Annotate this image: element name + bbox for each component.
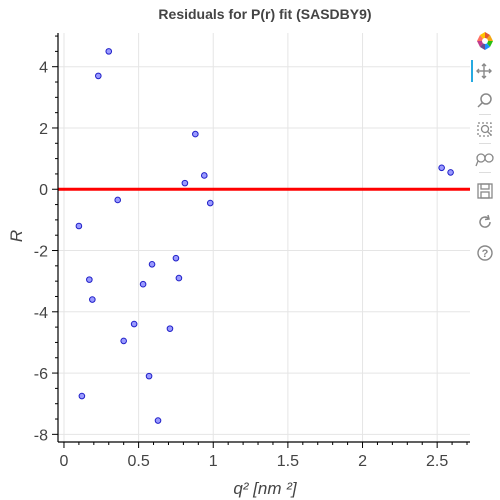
x-tick-label: 1.5: [277, 453, 299, 470]
grid-lines: [58, 33, 470, 442]
data-point: [114, 196, 122, 204]
tick-labels: 0 0.5 1 1.5 2 2.5 -8 -6 -4 -2 0 2 4: [34, 60, 449, 470]
y-axis-label: R: [7, 230, 26, 242]
data-point: [172, 254, 180, 262]
wheel-zoom-tool-icon[interactable]: [474, 148, 496, 170]
y-tick-label: -8: [34, 427, 48, 444]
y-tick-label: 0: [39, 182, 48, 199]
bokeh-logo-icon[interactable]: [474, 30, 496, 52]
data-point: [166, 325, 174, 332]
data-point: [95, 72, 102, 80]
x-tick-label: 2: [358, 453, 367, 470]
data-point: [447, 169, 454, 176]
x-tick-label: 0: [60, 453, 69, 470]
data-point: [130, 320, 138, 328]
svg-text:?: ?: [482, 248, 489, 260]
y-tick-label: -4: [34, 305, 48, 322]
data-point: [78, 392, 86, 400]
data-point: [86, 276, 93, 283]
chart-title: Residuals for P(r) fit (SASDBY9): [158, 6, 371, 22]
data-point: [181, 179, 189, 187]
data-point: [75, 222, 83, 230]
y-tick-label: -2: [34, 244, 48, 261]
data-point: [206, 199, 214, 207]
save-tool-icon[interactable]: [474, 180, 496, 202]
data-point: [192, 130, 199, 138]
data-point: [145, 372, 153, 380]
y-tick-label: 2: [39, 121, 48, 138]
data-point: [200, 172, 208, 179]
zoom-tool-icon[interactable]: [474, 90, 496, 112]
box-zoom-tool-icon[interactable]: [474, 119, 496, 141]
x-tick-label: 1: [209, 453, 218, 470]
axes: [52, 33, 470, 448]
data-points: [75, 48, 454, 424]
data-point: [120, 337, 127, 345]
reset-tool-icon[interactable]: [474, 211, 496, 233]
data-point: [89, 296, 96, 303]
pan-tool-icon[interactable]: [471, 60, 495, 82]
x-axis-label: q² [nm ²]: [233, 479, 298, 498]
data-point: [139, 280, 147, 288]
y-tick-label: 4: [39, 60, 48, 77]
y-tick-label: -6: [34, 366, 48, 383]
x-tick-label: 2.5: [426, 453, 448, 470]
help-tool-icon[interactable]: ?: [474, 242, 496, 264]
data-point: [438, 164, 445, 172]
data-point: [148, 261, 156, 268]
data-point: [154, 417, 162, 424]
x-tick-label: 0.5: [127, 453, 149, 470]
data-point: [105, 48, 113, 55]
data-point: [175, 274, 183, 282]
